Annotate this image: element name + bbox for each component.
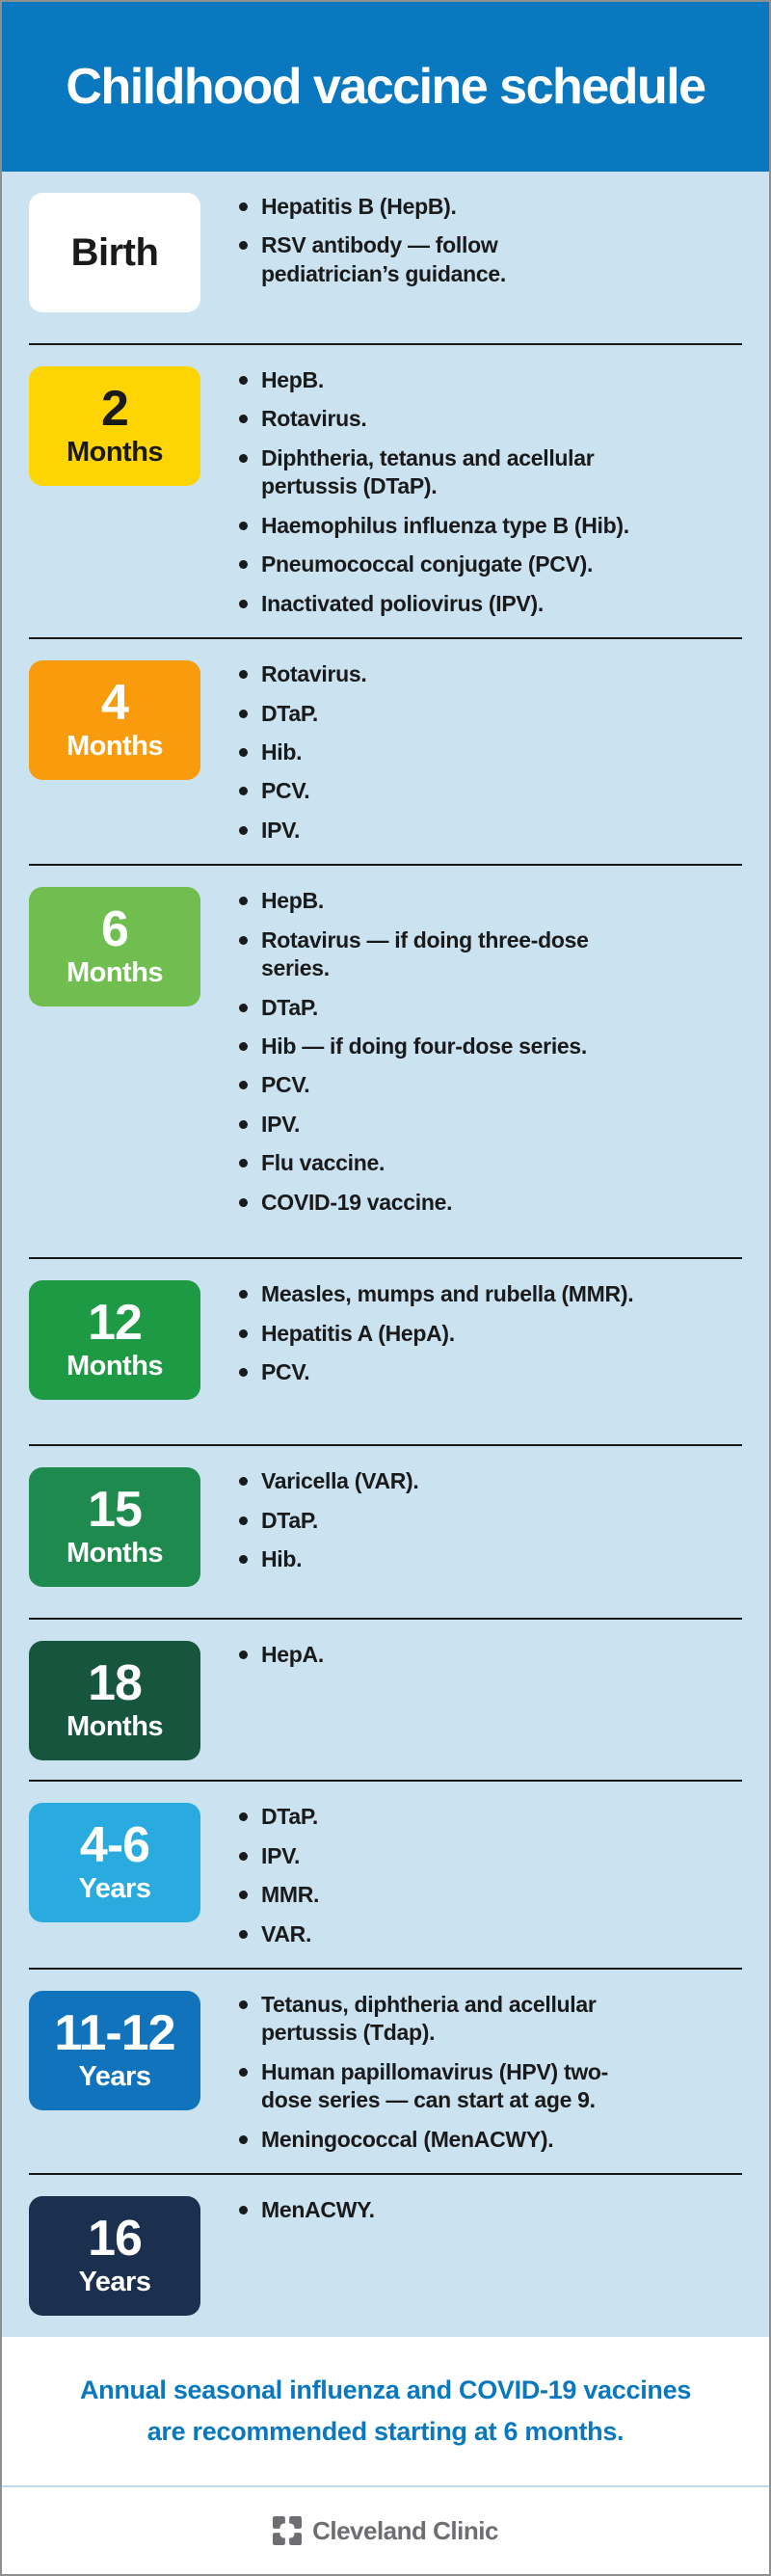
- cleveland-clinic-logo-icon: [273, 2516, 303, 2546]
- age-number: 2: [101, 380, 129, 437]
- vaccine-item: Pneumococcal conjugate (PCV).: [235, 550, 723, 578]
- age-box: 2 Months: [29, 366, 200, 486]
- vaccine-item: Hepatitis B (HepB).: [235, 193, 723, 221]
- vaccine-item: Tetanus, diphtheria and acellular pertus…: [235, 1991, 723, 2048]
- vaccine-item: PCV.: [235, 1358, 723, 1386]
- age-unit: Years: [78, 1873, 151, 1905]
- schedule-section: 6 Months HepB. Rotavirus — if doing three…: [29, 864, 742, 1257]
- vaccine-item: Hib.: [235, 738, 723, 766]
- age-box: 4 Months: [29, 660, 200, 781]
- schedule-section: 15 Months Varicella (VAR). DTaP. Hib.: [29, 1444, 742, 1618]
- age-number: 11-12: [54, 2004, 175, 2061]
- vaccine-item: COVID-19 vaccine.: [235, 1189, 723, 1217]
- schedule-body: Birth Hepatitis B (HepB). RSV antibody — …: [2, 172, 769, 2338]
- age-unit: Months: [66, 1711, 164, 1743]
- vaccine-item: HepA.: [235, 1641, 723, 1669]
- age-number: 6: [101, 901, 129, 958]
- vaccine-list: HepB. Rotavirus — if doing three-dose ser…: [235, 887, 723, 1217]
- vaccine-item: IPV.: [235, 1111, 723, 1139]
- age-number: 18: [88, 1655, 143, 1712]
- vaccine-item: Flu vaccine.: [235, 1149, 723, 1177]
- header-banner: Childhood vaccine schedule: [2, 2, 769, 172]
- age-number: 16: [88, 2211, 143, 2267]
- age-unit: Months: [66, 1538, 164, 1570]
- age-box: Birth: [29, 193, 200, 312]
- schedule-section: 4 Months Rotavirus. DTaP. Hib. PCV. IPV.: [29, 637, 742, 864]
- vaccine-item: Human papillomavirus (HPV) two- dose ser…: [235, 2058, 723, 2115]
- vaccine-item: DTaP.: [235, 700, 723, 728]
- age-number: 4-6: [79, 1817, 150, 1874]
- vaccine-item: Hib.: [235, 1545, 723, 1573]
- age-box: 18 Months: [29, 1641, 200, 1761]
- vaccine-item: IPV.: [235, 1842, 723, 1870]
- vaccine-item: Measles, mumps and rubella (MMR).: [235, 1280, 723, 1308]
- vaccine-list: MenACWY.: [235, 2196, 723, 2224]
- age-box: 12 Months: [29, 1280, 200, 1401]
- age-box: 15 Months: [29, 1467, 200, 1588]
- brand-footer: Cleveland Clinic: [2, 2487, 769, 2575]
- vaccine-list: DTaP. IPV. MMR. VAR.: [235, 1803, 723, 1948]
- schedule-section: 12 Months Measles, mumps and rubella (MM…: [29, 1257, 742, 1444]
- schedule-section: 16 Years MenACWY.: [29, 2173, 742, 2337]
- vaccine-item: Diphtheria, tetanus and acellular pertus…: [235, 444, 723, 501]
- age-unit: Months: [66, 1351, 164, 1382]
- age-number: 15: [88, 1482, 143, 1539]
- vaccine-list: Tetanus, diphtheria and acellular pertus…: [235, 1991, 723, 2154]
- age-box: 6 Months: [29, 887, 200, 1007]
- vaccine-item: Meningococcal (MenACWY).: [235, 2126, 723, 2154]
- page-title: Childhood vaccine schedule: [66, 59, 706, 115]
- vaccine-item: MMR.: [235, 1881, 723, 1909]
- schedule-section: 2 Months HepB. Rotavirus. Diphtheria, teta…: [29, 343, 742, 637]
- vaccine-item: PCV.: [235, 1071, 723, 1099]
- schedule-section: Birth Hepatitis B (HepB). RSV antibody — …: [29, 172, 742, 343]
- schedule-section: 4-6 Years DTaP. IPV. MMR. VAR.: [29, 1780, 742, 1968]
- age-unit: Months: [66, 436, 164, 468]
- vaccine-item: DTaP.: [235, 1507, 723, 1535]
- schedule-section: 11-12 Years Tetanus, diphtheria and acel…: [29, 1968, 742, 2173]
- age-box: 16 Years: [29, 2196, 200, 2317]
- age-unit: Years: [78, 2060, 151, 2092]
- age-unit: Months: [66, 730, 164, 762]
- age-unit: Years: [78, 2267, 151, 2298]
- age-number: 4: [101, 674, 129, 731]
- age-number: Birth: [70, 231, 159, 274]
- schedule-section: 18 Months HepA.: [29, 1618, 742, 1780]
- vaccine-list: Hepatitis B (HepB). RSV antibody — follow…: [235, 193, 723, 288]
- vaccine-item: MenACWY.: [235, 2196, 723, 2224]
- vaccine-item: HepB.: [235, 887, 723, 915]
- vaccine-item: Rotavirus.: [235, 405, 723, 433]
- vaccine-item: Varicella (VAR).: [235, 1467, 723, 1495]
- vaccine-item: RSV antibody — follow pediatrician’s gui…: [235, 231, 723, 288]
- vaccine-item: Hepatitis A (HepA).: [235, 1320, 723, 1348]
- footer-note-band: Annual seasonal influenza and COVID-19 v…: [2, 2337, 769, 2488]
- vaccine-list: Rotavirus. DTaP. Hib. PCV. IPV.: [235, 660, 723, 845]
- vaccine-list: Varicella (VAR). DTaP. Hib.: [235, 1467, 723, 1573]
- vaccine-list: Measles, mumps and rubella (MMR). Hepatit…: [235, 1280, 723, 1386]
- vaccine-item: DTaP.: [235, 994, 723, 1022]
- age-box: 4-6 Years: [29, 1803, 200, 1923]
- age-unit: Months: [66, 957, 164, 989]
- footer-note: Annual seasonal influenza and COVID-19 v…: [79, 2375, 692, 2447]
- age-box: 11-12 Years: [29, 1991, 200, 2110]
- vaccine-item: VAR.: [235, 1920, 723, 1948]
- vaccine-item: HepB.: [235, 366, 723, 394]
- vaccine-item: Inactivated poliovirus (IPV).: [235, 590, 723, 618]
- vaccine-list: HepB. Rotavirus. Diphtheria, tetanus and a…: [235, 366, 723, 618]
- brand-name: Cleveland Clinic: [312, 2515, 498, 2545]
- vaccine-item: Haemophilus influenza type B (Hib).: [235, 512, 723, 540]
- vaccine-item: PCV.: [235, 777, 723, 805]
- vaccine-item: IPV.: [235, 817, 723, 845]
- vaccine-item: Hib — if doing four-dose series.: [235, 1033, 723, 1060]
- vaccine-item: DTaP.: [235, 1803, 723, 1831]
- age-number: 12: [88, 1295, 143, 1352]
- vaccine-item: Rotavirus — if doing three-dose series.: [235, 926, 723, 983]
- vaccine-list: HepA.: [235, 1641, 723, 1669]
- vaccine-item: Rotavirus.: [235, 660, 723, 688]
